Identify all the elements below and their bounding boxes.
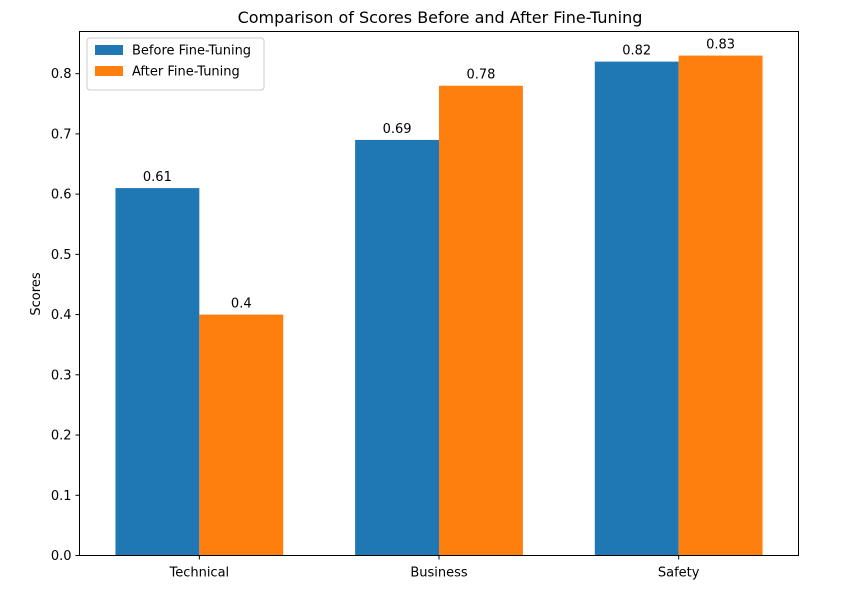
bar-after-fine-tuning-technical: [199, 314, 284, 556]
x-axis-ticks: Technical Business Safety: [168, 555, 700, 581]
y-tick-label: 0.5: [51, 248, 72, 263]
y-tick-label: 0.0: [51, 549, 72, 564]
bar-after-fine-tuning-safety: [678, 55, 763, 556]
x-tick-label: Business: [410, 566, 468, 581]
y-tick-label: 0.4: [51, 308, 72, 323]
value-labels-group: 0.61 0.69 0.82 0.4 0.78 0.83: [143, 38, 735, 312]
bar-value-label: 0.4: [231, 297, 252, 312]
y-tick-label: 0.3: [51, 368, 72, 383]
y-tick-label: 0.7: [51, 127, 72, 142]
x-tick-label: Safety: [658, 566, 700, 581]
bar-value-label: 0.61: [143, 170, 172, 185]
y-tick-label: 0.6: [51, 188, 72, 203]
bar-after-fine-tuning-business: [439, 85, 523, 556]
plot-frame: [79, 31, 799, 556]
legend: Before Fine-Tuning After Fine-Tuning: [86, 37, 265, 91]
bars-group: [115, 55, 763, 556]
bar-before-fine-tuning-safety: [594, 61, 679, 556]
x-tick-label: Technical: [168, 566, 229, 581]
legend-label: After Fine-Tuning: [132, 65, 240, 80]
legend-box: [86, 37, 265, 91]
bar-value-label: 0.83: [706, 38, 735, 53]
bar-before-fine-tuning-technical: [115, 188, 200, 556]
legend-swatch: [95, 45, 123, 55]
legend-swatch: [95, 66, 123, 76]
y-axis-ticks: 0.0 0.1 0.2 0.3 0.4 0.5 0.6 0.7 0.8: [51, 67, 80, 564]
y-tick-label: 0.1: [51, 489, 72, 504]
bar-before-fine-tuning-business: [355, 139, 439, 556]
bar-value-label: 0.69: [383, 122, 412, 137]
chart-title: Comparison of Scores Before and After Fi…: [238, 8, 643, 27]
legend-label: Before Fine-Tuning: [132, 44, 251, 59]
bar-value-label: 0.82: [622, 44, 651, 59]
y-axis-label: Scores: [29, 272, 44, 315]
y-tick-label: 0.8: [51, 67, 72, 82]
y-tick-label: 0.2: [51, 429, 72, 444]
bar-value-label: 0.78: [466, 68, 495, 83]
